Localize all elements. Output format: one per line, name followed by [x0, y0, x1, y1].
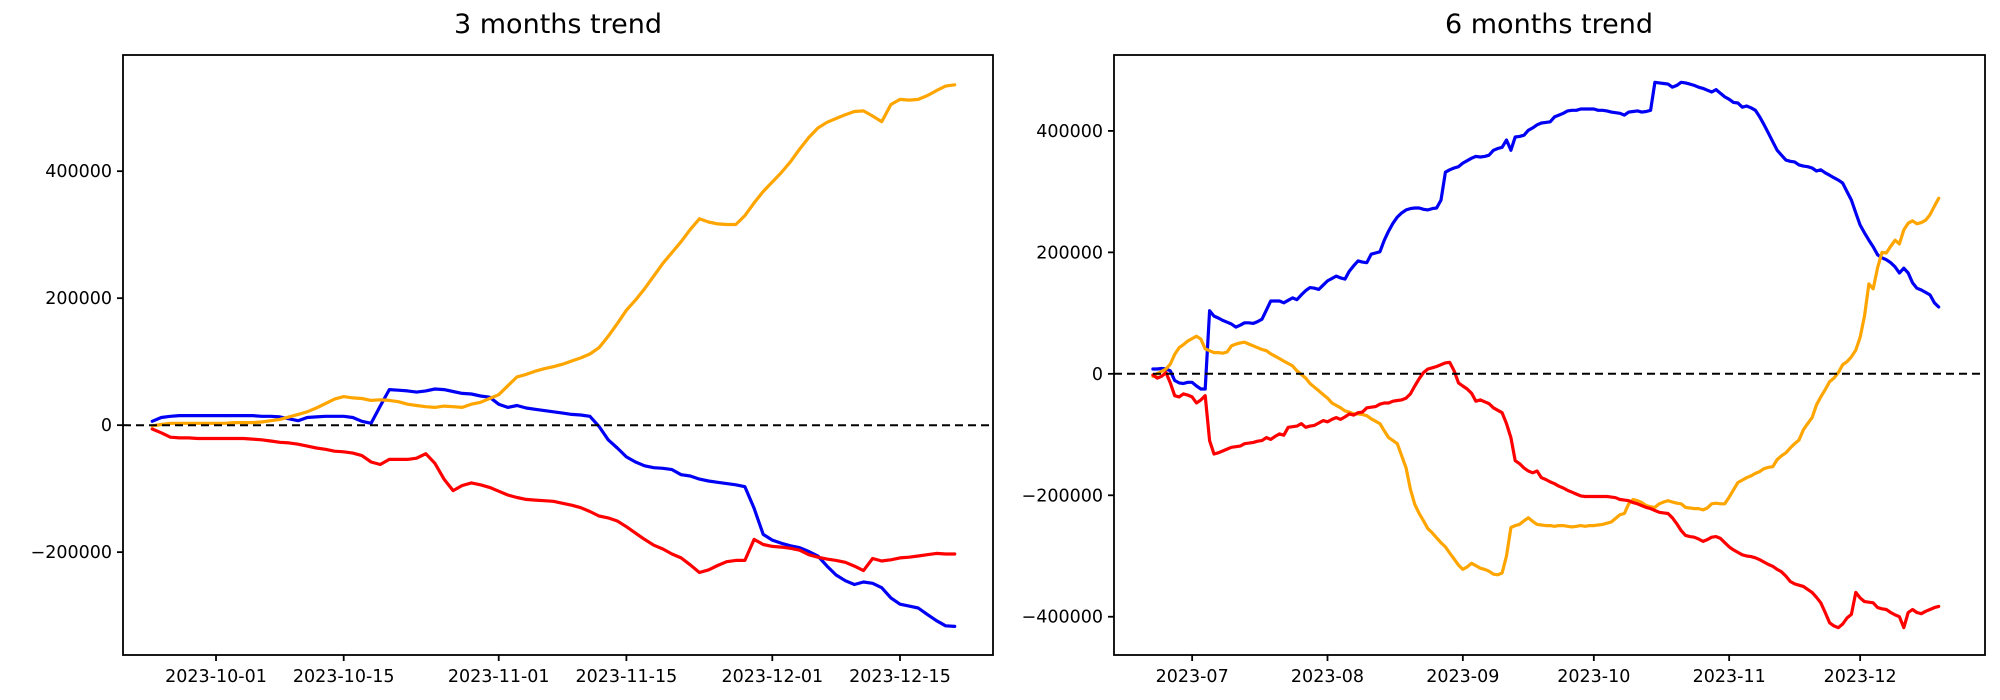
series-line-orange: [150, 83, 957, 428]
axes-frame: [122, 54, 994, 656]
chart-title-6-months: 6 months trend: [1445, 9, 1653, 40]
series-line-red: [1151, 360, 1941, 630]
series-line-blue: [1151, 80, 1941, 391]
chart-title-3-months: 3 months trend: [454, 9, 662, 40]
x-tick-label: 2023-12-01: [721, 667, 823, 687]
x-tick-label: 2023-12-15: [849, 667, 951, 687]
y-tick-label: −200000: [31, 543, 112, 563]
y-tick-label: 0: [101, 416, 112, 436]
series-line-red: [150, 427, 957, 575]
x-tick-label: 2023-12: [1824, 667, 1897, 687]
series-line-orange: [1151, 196, 1941, 577]
y-tick-label: 200000: [45, 289, 112, 309]
y-tick-label: 400000: [45, 162, 112, 182]
axes-frame: [1113, 54, 1986, 656]
x-tick-label: 2023-11-15: [576, 667, 678, 687]
y-tick-label: −200000: [1022, 486, 1103, 506]
y-tick-label: −400000: [1022, 608, 1103, 628]
x-tick-label: 2023-07: [1156, 667, 1229, 687]
x-tick-label: 2023-10: [1557, 667, 1630, 687]
x-tick-label: 2023-09: [1426, 667, 1499, 687]
x-tick-label: 2023-11-01: [448, 667, 550, 687]
y-tick-label: 400000: [1036, 122, 1103, 142]
x-tick-label: 2023-10-15: [293, 667, 395, 687]
x-tick-label: 2023-10-01: [165, 667, 267, 687]
x-tick-label: 2023-08: [1291, 667, 1364, 687]
y-tick-label: 0: [1092, 365, 1103, 385]
x-tick-label: 2023-11: [1693, 667, 1766, 687]
y-tick-label: 200000: [1036, 243, 1103, 263]
